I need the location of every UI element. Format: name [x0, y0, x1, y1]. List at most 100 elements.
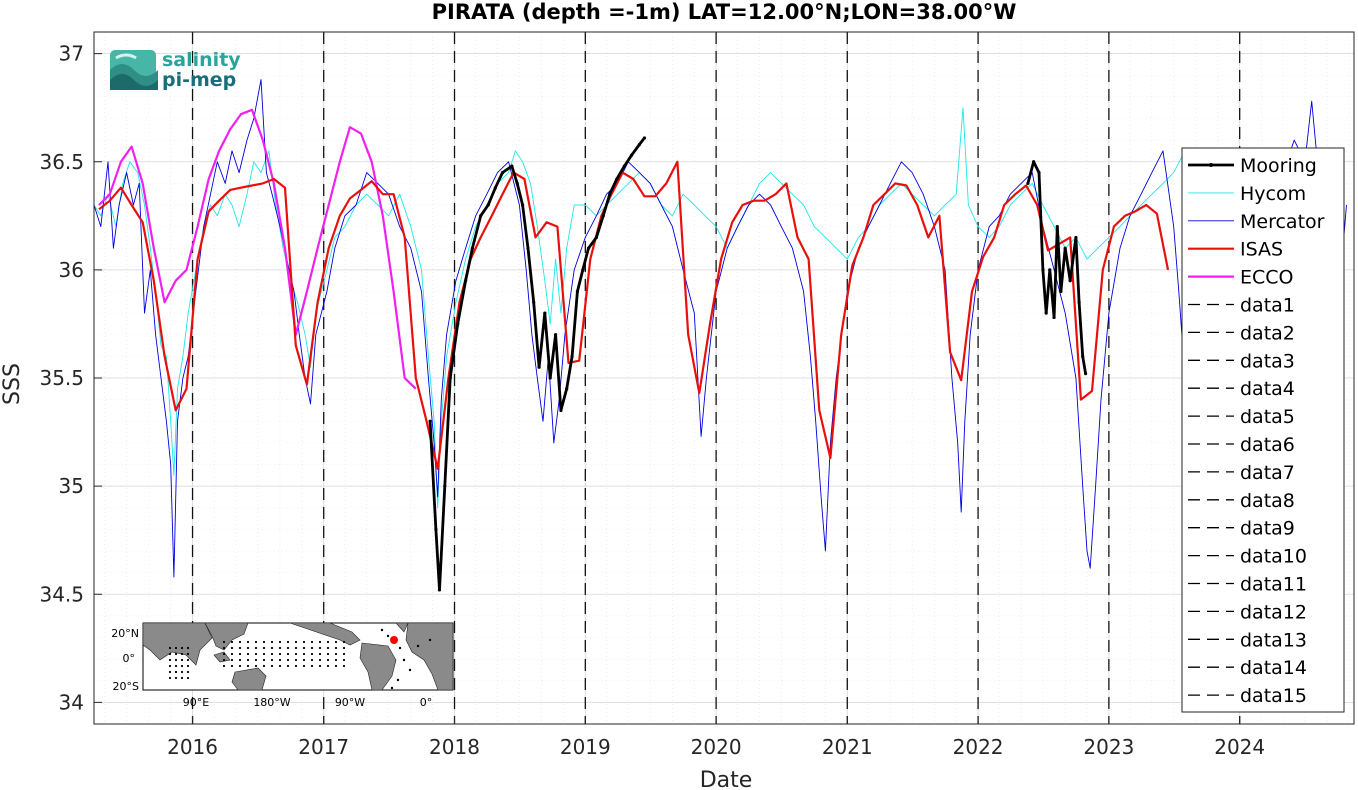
buoy-dot [294, 640, 298, 644]
legend-entry: data10 [1188, 546, 1307, 568]
buoy-dot [262, 658, 266, 662]
buoy-dot [326, 652, 330, 656]
legend-label: data5 [1240, 406, 1295, 428]
buoy-dot [168, 646, 172, 650]
buoy-dot [302, 664, 306, 668]
buoy-dot [246, 652, 250, 656]
buoy-dot [278, 646, 282, 650]
buoy-dot [222, 646, 226, 650]
buoy-dot [398, 646, 402, 650]
mooring-data-point [543, 311, 547, 315]
x-tick-label: 2023 [1083, 735, 1134, 759]
buoy-dot [174, 664, 178, 668]
buoy-dot [246, 658, 250, 662]
legend-entry: data11 [1188, 574, 1307, 596]
y-tick-label: 34 [59, 690, 84, 714]
buoy-dot [278, 640, 282, 644]
buoy-dot [262, 652, 266, 656]
legend-label: data4 [1240, 378, 1295, 400]
buoy-dot [310, 646, 314, 650]
x-tick-label: 2016 [167, 735, 218, 759]
buoy-dot [174, 652, 178, 656]
inset-lon-90w: 90°W [335, 696, 365, 709]
series-line-isas [98, 160, 1170, 470]
buoy-dot [230, 640, 234, 644]
buoy-dot [278, 664, 282, 668]
mooring-data-point [608, 192, 612, 196]
mooring-data-point [622, 164, 626, 168]
legend-entry: ISAS [1188, 239, 1283, 261]
inset-lon-90e: 90°E [183, 696, 209, 709]
buoy-dot [174, 658, 178, 662]
legend-label: data14 [1240, 657, 1307, 679]
legend-label: ISAS [1240, 239, 1283, 261]
y-tick-label: 36.5 [39, 150, 84, 174]
buoy-dot [408, 668, 412, 672]
mooring-data-point [521, 203, 525, 207]
mooring-data-point [493, 186, 497, 190]
legend-label: data12 [1240, 601, 1307, 623]
buoy-dot [318, 658, 322, 662]
buoy-dot [230, 646, 234, 650]
buoy-dot [262, 664, 266, 668]
mooring-data-point [594, 235, 599, 240]
mooring-data-point [434, 527, 438, 531]
mooring-data-point [1083, 372, 1088, 376]
buoy-dot [180, 652, 184, 656]
buoy-dot [278, 652, 282, 656]
buoy-dot [270, 640, 274, 644]
buoy-dot [326, 646, 330, 650]
mooring-data-point [570, 354, 574, 358]
buoy-dot [246, 664, 250, 668]
mooring-data-point [575, 289, 580, 294]
buoy-dot [278, 658, 282, 662]
buoy-dot [168, 676, 172, 680]
legend-label: data1 [1240, 295, 1295, 317]
buoy-dot [180, 676, 184, 680]
salinity-pi-mep-logo: salinity pi-mep [110, 49, 241, 91]
legend-label: data15 [1240, 685, 1307, 707]
buoy-dot [342, 640, 346, 644]
buoy-dot [168, 664, 172, 668]
land-masses [142, 622, 454, 691]
mooring-data-point [1037, 170, 1041, 175]
mooring-data-point [581, 268, 585, 272]
mooring-data-point [456, 322, 460, 326]
buoy-dot [302, 658, 306, 662]
mooring-data-point [1048, 268, 1052, 272]
legend-entry: data6 [1188, 434, 1295, 456]
buoy-dot [174, 646, 178, 650]
inset-lat-0: 0° [123, 652, 136, 665]
buoy-dot [186, 652, 190, 656]
mooring-data-point [526, 246, 530, 250]
legend-label: data7 [1240, 462, 1295, 484]
buoy-dot [302, 646, 306, 650]
buoy-dot [238, 664, 242, 668]
x-tick-label: 2019 [560, 735, 611, 759]
legend-entry: data8 [1188, 490, 1295, 512]
mooring-data-point [1077, 300, 1081, 304]
buoy-dot [246, 646, 250, 650]
mooring-data-point [532, 300, 536, 304]
buoy-dot [246, 640, 250, 644]
mooring-data-point [437, 588, 442, 592]
buoy-dot [402, 658, 406, 662]
buoy-dot [310, 652, 314, 656]
buoy-dot [254, 640, 258, 644]
buoy-dot [326, 640, 330, 644]
buoy-dot [318, 652, 322, 656]
mooring-data-point [500, 170, 505, 175]
buoy-dot [230, 664, 234, 668]
x-tick-label: 2022 [953, 735, 1004, 759]
buoy-dot [390, 686, 394, 690]
mooring-data-point [428, 419, 432, 423]
mooring-data-point [1044, 311, 1048, 315]
legend-label: data13 [1240, 629, 1307, 651]
mooring-data-point [537, 365, 541, 369]
mooring-data-point [1068, 279, 1072, 283]
buoy-dot [342, 652, 346, 656]
legend-entry: data5 [1188, 406, 1295, 428]
mooring-data-point [1032, 160, 1036, 164]
buoy-dot [222, 664, 226, 668]
buoy-dot [180, 658, 184, 662]
